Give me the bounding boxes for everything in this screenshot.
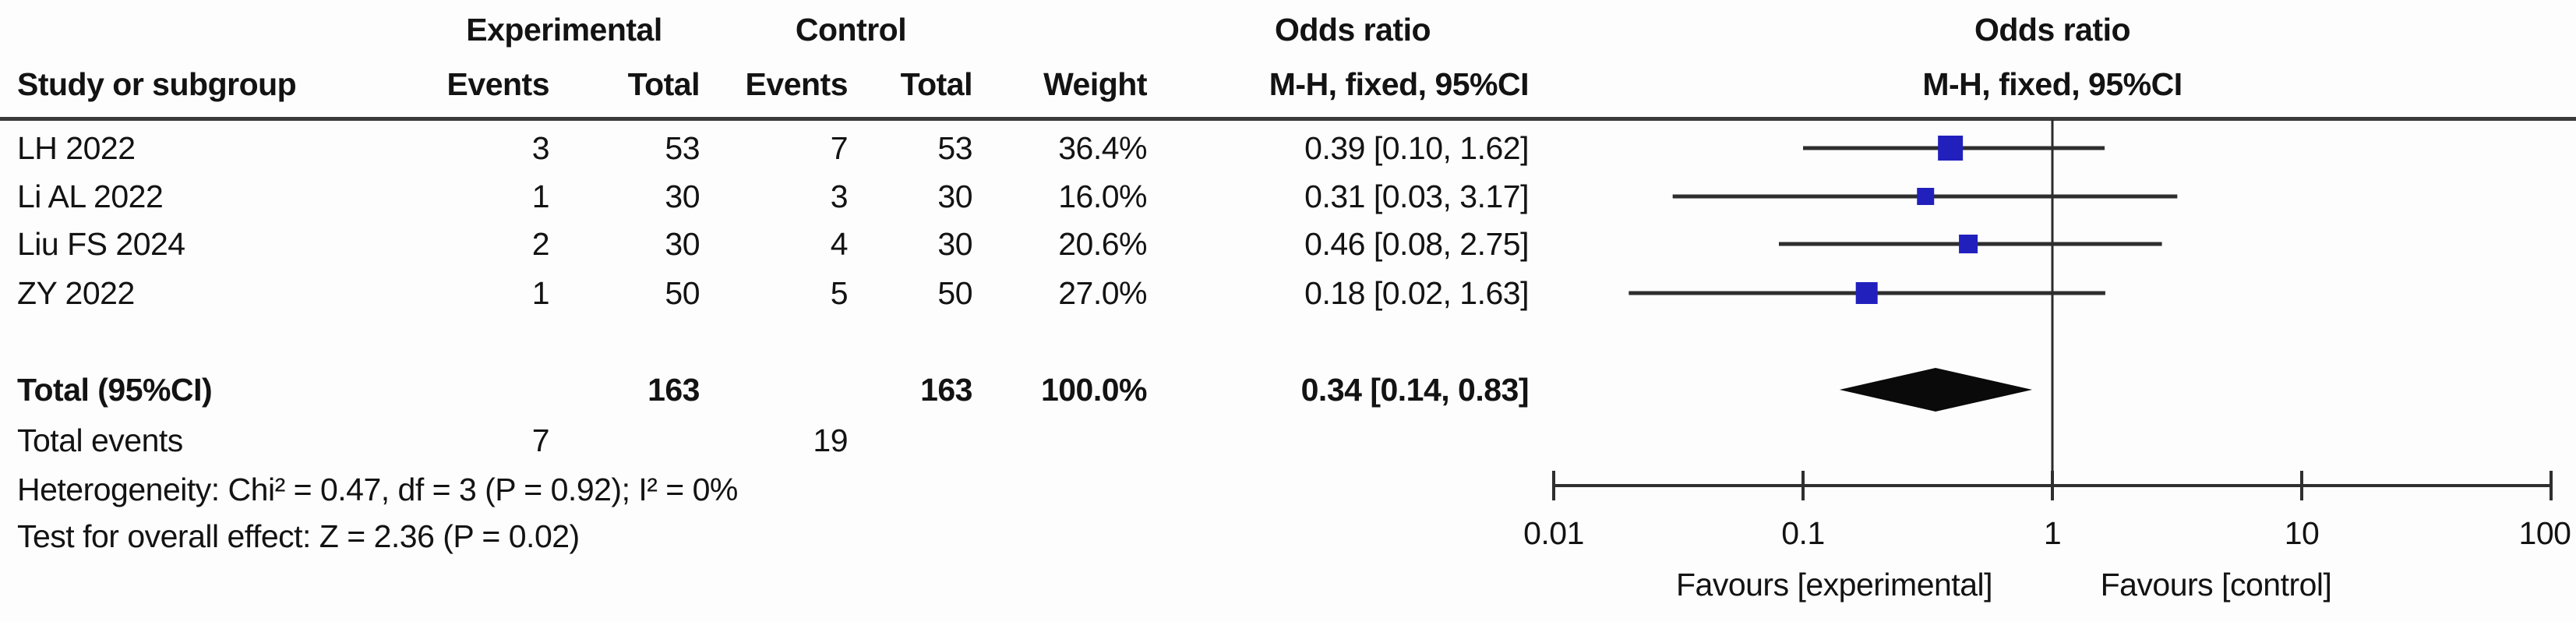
total-row-label: Total (95%CI) (17, 372, 213, 408)
header-separator-rule (0, 117, 2576, 121)
total-control: 30 (937, 226, 972, 262)
axis-tick-label: 1 (2043, 515, 2062, 551)
heterogeneity-stats: Heterogeneity: Chi² = 0.47, df = 3 (P = … (17, 472, 738, 507)
column-header-total-experimental: Total (627, 66, 700, 102)
or-ci-value: 0.39 [0.10, 1.62] (1304, 130, 1529, 166)
total-weight: 100.0% (1040, 372, 1148, 408)
total-events-experimental: 7 (531, 422, 550, 458)
total-events-label: Total events (17, 422, 183, 458)
axis-tick-label: 10 (2284, 515, 2320, 551)
overall-effect-stats: Test for overall effect: Z = 2.36 (P = 0… (17, 518, 580, 554)
study-name: Li AL 2022 (17, 178, 164, 214)
total-control: 50 (937, 275, 972, 311)
plot-subtitle-or-ci: M-H, fixed, 95%CI (1922, 66, 2183, 102)
column-group-odds-ratio: Odds ratio (1274, 12, 1431, 48)
column-header-study: Study or subgroup (17, 66, 297, 102)
events-experimental: 3 (531, 130, 550, 166)
plot-title-odds-ratio: Odds ratio (1974, 12, 2131, 48)
events-experimental: 2 (531, 226, 550, 262)
effect-square (1959, 235, 1978, 253)
events-control: 7 (830, 130, 849, 166)
overall-diamond (1839, 368, 2033, 412)
total-events-control: 19 (813, 422, 848, 458)
or-ci-value: 0.31 [0.03, 3.17] (1304, 178, 1529, 214)
column-group-control: Control (795, 12, 907, 48)
events-experimental: 1 (531, 275, 550, 311)
or-ci-value: 0.46 [0.08, 2.75] (1304, 226, 1529, 262)
effect-square (1855, 282, 1878, 304)
axis-tick-label: 0.1 (1781, 515, 1825, 551)
total-experimental: 30 (665, 226, 700, 262)
column-header-events-control: Events (745, 66, 849, 102)
favours-experimental-label: Favours [experimental] (1675, 567, 1993, 603)
axis-tick-label: 100 (2518, 515, 2571, 551)
weight-value: 36.4% (1058, 130, 1147, 166)
total-control: 53 (937, 130, 972, 166)
effect-square (1938, 136, 1964, 161)
study-name: Liu FS 2024 (17, 226, 185, 262)
total-or-ci: 0.34 [0.14, 0.83] (1300, 372, 1530, 408)
study-name: ZY 2022 (17, 275, 135, 311)
total-experimental: 30 (665, 178, 700, 214)
total-experimental-sum: 163 (648, 372, 700, 408)
column-header-or-ci: M-H, fixed, 95%CI (1269, 66, 1530, 102)
events-control: 3 (830, 178, 849, 214)
or-ci-value: 0.18 [0.02, 1.63] (1304, 275, 1529, 311)
column-group-experimental: Experimental (466, 12, 662, 48)
total-experimental: 53 (665, 130, 700, 166)
weight-value: 20.6% (1058, 226, 1147, 262)
total-control: 30 (937, 178, 972, 214)
column-header-events-experimental: Events (446, 66, 550, 102)
total-control-sum: 163 (920, 372, 972, 408)
column-header-total-control: Total (900, 66, 973, 102)
total-experimental: 50 (665, 275, 700, 311)
column-header-weight: Weight (1043, 66, 1147, 102)
favours-control-label: Favours [control] (2100, 567, 2332, 603)
events-control: 4 (830, 226, 849, 262)
weight-value: 27.0% (1058, 275, 1147, 311)
events-control: 5 (830, 275, 849, 311)
weight-value: 16.0% (1058, 178, 1147, 214)
events-experimental: 1 (531, 178, 550, 214)
study-name: LH 2022 (17, 130, 136, 166)
effect-square (1917, 188, 1935, 205)
axis-tick-label: 0.01 (1523, 515, 1584, 551)
